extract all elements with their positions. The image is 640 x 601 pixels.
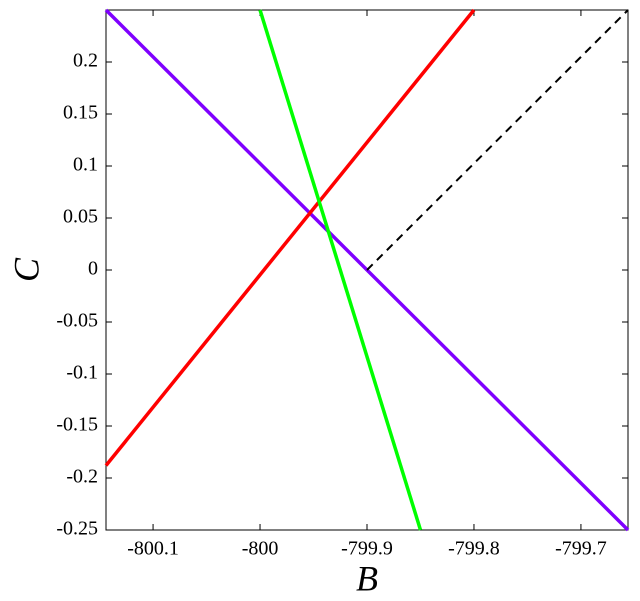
x-tick-label: -800 [242,538,279,560]
x-tick-label: -799.8 [448,538,500,560]
series-line [104,8,476,467]
y-tick-label: -0.2 [66,466,98,488]
y-tick-label: 0.2 [73,50,98,72]
x-tick-label: -799.7 [555,538,607,560]
y-axis-label: C [6,257,46,282]
series-line [258,9,423,531]
y-tick-label: -0.1 [66,362,98,384]
y-tick-label: -0.15 [56,414,98,436]
x-tick-label: -799.9 [341,538,393,560]
x-tick-label: -800.1 [127,538,179,560]
y-tick-label: 0.1 [73,154,98,176]
series-line [366,9,629,271]
y-tick-label: -0.05 [56,310,98,332]
y-tick-label: 0.15 [63,102,98,124]
y-tick-label: -0.25 [56,518,98,540]
x-axis-label: B [356,558,378,598]
y-tick-label: 0.05 [63,206,98,228]
y-tick-label: 0 [88,258,98,280]
